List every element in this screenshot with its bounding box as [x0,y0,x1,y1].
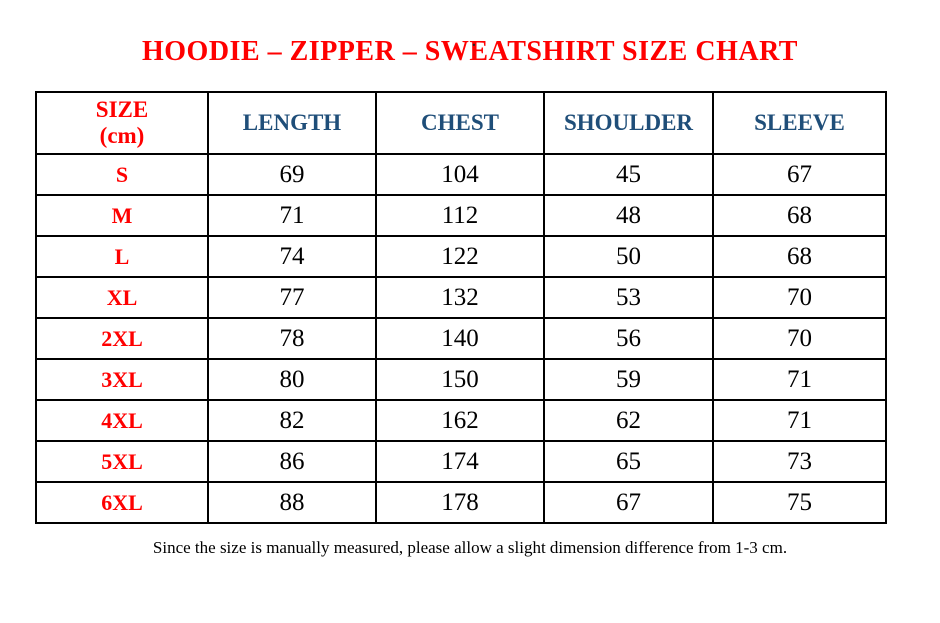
chest-value: 150 [375,358,545,402]
length-value: 74 [207,235,377,279]
header-row: SIZE (cm) LENGTH CHEST SHOULDER SLEEVE [35,91,887,156]
chest-value: 132 [375,276,545,320]
chest-value: 122 [375,235,545,279]
size-label: 3XL [35,358,209,402]
chest-value: 112 [375,194,545,238]
size-chart-table: SIZE (cm) LENGTH CHEST SHOULDER SLEEVE S… [35,91,887,525]
column-header-sleeve: SLEEVE [712,91,887,156]
length-value: 80 [207,358,377,402]
sleeve-value: 71 [712,399,887,443]
table-row-l: L 74 122 50 68 [35,235,887,279]
sleeve-value: 70 [712,276,887,320]
size-label: XL [35,276,209,320]
size-label: S [35,153,209,197]
page-title: HOODIE – ZIPPER – SWEATSHIRT SIZE CHART [142,36,798,67]
column-header-size: SIZE (cm) [35,91,209,156]
table-row-m: M 71 112 48 68 [35,194,887,238]
size-label: M [35,194,209,238]
chest-value: 140 [375,317,545,361]
table-row-2xl: 2XL 78 140 56 70 [35,317,887,361]
size-header-line1: SIZE [95,97,149,123]
length-value: 78 [207,317,377,361]
length-value: 88 [207,481,377,525]
sleeve-value: 68 [712,194,887,238]
table-row-6xl: 6XL 88 178 67 75 [35,481,887,525]
shoulder-value: 62 [543,399,714,443]
table-row-s: S 69 104 45 67 [35,153,887,197]
size-label: 5XL [35,440,209,484]
length-value: 82 [207,399,377,443]
chest-value: 178 [375,481,545,525]
top-dot: . [472,34,476,50]
column-header-shoulder: SHOULDER [543,91,714,156]
shoulder-value: 65 [543,440,714,484]
table-row-xl: XL 77 132 53 70 [35,276,887,320]
size-label: 2XL [35,317,209,361]
shoulder-value: 59 [543,358,714,402]
shoulder-value: 50 [543,235,714,279]
size-label: 6XL [35,481,209,525]
shoulder-value: 45 [543,153,714,197]
table-row-3xl: 3XL 80 150 59 71 [35,358,887,402]
size-label: L [35,235,209,279]
sleeve-value: 67 [712,153,887,197]
chest-value: 162 [375,399,545,443]
sleeve-value: 73 [712,440,887,484]
chest-value: 174 [375,440,545,484]
sleeve-value: 68 [712,235,887,279]
chest-value: 104 [375,153,545,197]
size-label: 4XL [35,399,209,443]
length-value: 86 [207,440,377,484]
sleeve-value: 75 [712,481,887,525]
shoulder-value: 53 [543,276,714,320]
shoulder-value: 48 [543,194,714,238]
shoulder-value: 56 [543,317,714,361]
size-header-line2: (cm) [99,123,145,149]
length-value: 77 [207,276,377,320]
column-header-length: LENGTH [207,91,377,156]
measurement-note: Since the size is manually measured, ple… [152,538,788,558]
sleeve-value: 70 [712,317,887,361]
sleeve-value: 71 [712,358,887,402]
column-header-chest: CHEST [375,91,545,156]
table-row-5xl: 5XL 86 174 65 73 [35,440,887,484]
table-row-4xl: 4XL 82 162 62 71 [35,399,887,443]
length-value: 69 [207,153,377,197]
length-value: 71 [207,194,377,238]
shoulder-value: 67 [543,481,714,525]
